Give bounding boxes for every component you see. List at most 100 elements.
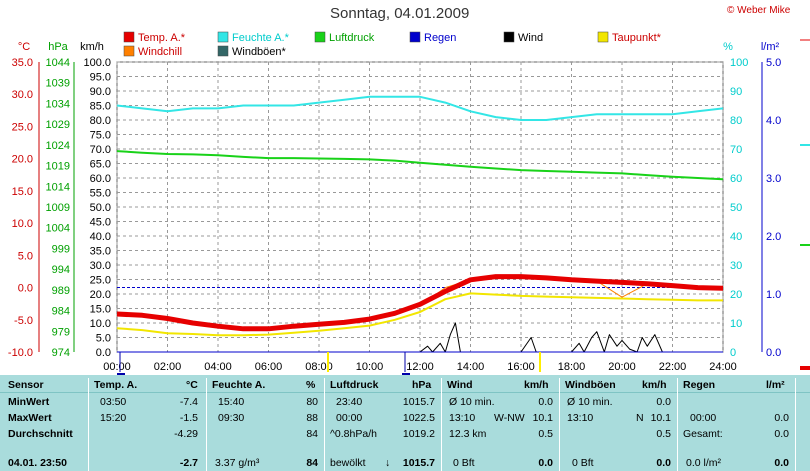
legend-label: Wind (518, 32, 543, 44)
x-tick-label: 04:00 (204, 361, 232, 373)
wind-tick-label: 20.0 (90, 289, 111, 301)
x-tick-label: 06:00 (255, 361, 283, 373)
pressure-tick-label: 994 (52, 264, 70, 276)
rain-axis-unit: l/m² (761, 41, 780, 53)
cell-druck-val: 1015.7 (402, 457, 435, 469)
pressure-tick-label: 979 (52, 326, 70, 338)
temp-tick-label: 25.0 (12, 121, 33, 133)
legend-swatch (217, 45, 229, 57)
cell-regen-label: 0.0 l/m² (686, 457, 722, 469)
series-line-feuchte-a- (116, 95, 724, 121)
temp-tick-label: 15.0 (12, 186, 33, 198)
wind-axis-unit: km/h (80, 41, 104, 53)
wind-tick-label: 90.0 (90, 86, 111, 98)
pressure-tick-label: 1039 (46, 78, 70, 90)
x-tick-label: 02:00 (154, 361, 182, 373)
rain-tick-label: 0.0 (766, 347, 781, 359)
cell-druck-val: 1022.5 (402, 412, 435, 424)
header-temp-unit: °C (186, 379, 198, 391)
table-divider (441, 378, 442, 471)
cell-druck-weather: bewölkt (330, 457, 366, 469)
cell-boeen-label: 13:10 (567, 412, 594, 424)
legend-swatch (409, 31, 421, 43)
humidity-tick-label: 80 (730, 115, 742, 127)
legend-swatch (123, 45, 135, 57)
pressure-tick-label: 999 (52, 243, 70, 255)
x-tick-label: 22:00 (659, 361, 687, 373)
legend-label: Temp. A.* (138, 32, 186, 44)
wind-tick-label: 80.0 (90, 115, 111, 127)
cell-regen-label: Gesamt: (683, 428, 723, 440)
summary-table (0, 375, 810, 471)
humidity-tick-label: 100 (730, 57, 748, 69)
legend-label: Luftdruck (329, 32, 375, 44)
wind-tick-label: 75.0 (90, 130, 111, 142)
marker-label: 08:26 (295, 374, 320, 375)
moonset-icon (402, 373, 410, 375)
cell-feuchte-abs: 3.37 g/m³ (215, 457, 260, 469)
cell-temp-time: 15:20 (100, 412, 127, 424)
marker-label: 00:19 (128, 374, 153, 375)
wind-tick-label: 25.0 (90, 275, 111, 287)
cell-temp-val: -1.5 (179, 412, 198, 424)
wind-tick-label: 50.0 (90, 202, 111, 214)
pressure-axis-unit: hPa (48, 41, 68, 53)
legend-label: Windchill (138, 46, 182, 58)
wind-tick-label: 0.0 (96, 347, 111, 359)
cell-druck-val: 1015.7 (402, 396, 435, 408)
wind-tick-label: 85.0 (90, 101, 111, 113)
legend-label: Feuchte A.* (232, 32, 290, 44)
legend-label: Taupunkt* (612, 32, 662, 44)
series-line-temp-a- (116, 274, 724, 332)
table-divider (677, 378, 678, 471)
cell-feuchte-val: 88 (306, 412, 318, 424)
temp-tick-label: 35.0 (12, 57, 33, 69)
wind-tick-label: 45.0 (90, 217, 111, 229)
cell-regen-val: 0.0 (774, 412, 789, 424)
moonrise-icon (117, 373, 125, 375)
temp-tick-label: 5.0 (18, 250, 33, 262)
x-tick-label: 12:00 (406, 361, 434, 373)
row-label: Durchschnitt (8, 428, 73, 440)
pressure-tick-label: 1034 (46, 98, 70, 110)
cell-regen-val: 0.0 (774, 428, 789, 440)
x-tick-label: 18:00 (558, 361, 586, 373)
header-wind-unit: km/h (524, 379, 549, 391)
header-feuchte-unit: % (306, 379, 316, 391)
cell-boeen-label: Ø 10 min. (567, 396, 613, 408)
pressure-tick-label: 974 (52, 347, 70, 359)
header-regen-unit: l/m² (766, 379, 785, 391)
pressure-tick-label: 1019 (46, 161, 70, 173)
pressure-tick-label: 1044 (46, 57, 70, 69)
cell-boeen-val: 0.0 (656, 396, 671, 408)
temp-tick-label: 10.0 (12, 218, 33, 230)
table-divider (559, 378, 560, 471)
rain-tick-label: 5.0 (766, 57, 781, 69)
wind-tick-label: 15.0 (90, 304, 111, 316)
header-windboeen-unit: km/h (642, 379, 667, 391)
header-sensor: Sensor (8, 379, 44, 391)
cell-feuchte-val: 84 (306, 457, 318, 469)
pressure-tick-label: 1014 (46, 181, 70, 193)
cell-boeen-val: 0.0 (656, 457, 671, 469)
marker-label: 16:45 (506, 374, 531, 375)
cell-wind-label: 0 Bft (453, 457, 475, 469)
wind-tick-label: 40.0 (90, 231, 111, 243)
humidity-tick-label: 10 (730, 318, 742, 330)
humidity-axis-unit: % (723, 41, 733, 53)
cell-boeen-val: 0.5 (656, 428, 671, 440)
pressure-tick-label: 989 (52, 285, 70, 297)
wind-tick-label: 5.0 (96, 333, 111, 345)
cell-wind-val: 10.1 (532, 412, 553, 424)
cell-regen-label: 00:00 (690, 412, 717, 424)
cell-temp-val: -2.7 (179, 457, 198, 469)
cell-druck-time: 00:00 (336, 412, 363, 424)
x-tick-label: 08:00 (305, 361, 333, 373)
humidity-tick-label: 90 (730, 86, 742, 98)
header-windboeen: Windböen (565, 379, 616, 391)
copyright-label: © Weber Mike (727, 5, 791, 16)
humidity-tick-label: 50 (730, 202, 742, 214)
legend-swatch (123, 31, 135, 43)
pressure-tick-label: 1009 (46, 202, 70, 214)
wind-tick-label: 55.0 (90, 188, 111, 200)
